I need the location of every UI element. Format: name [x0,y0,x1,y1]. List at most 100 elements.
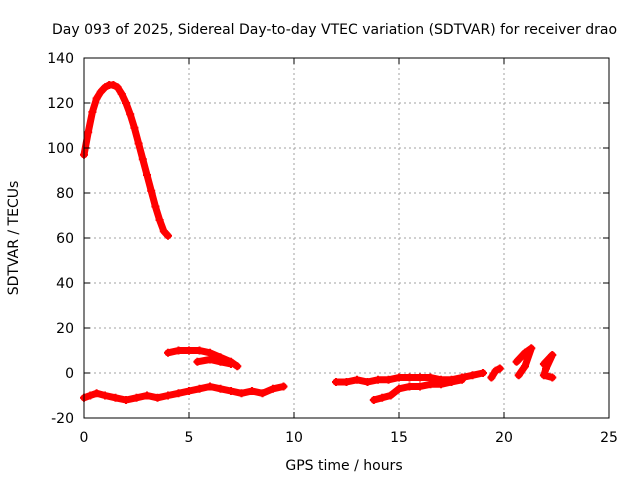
y-axis-label: SDTVAR / TECUs [6,181,22,296]
data-point [143,391,151,400]
data-point [468,371,477,380]
series-layer [80,81,557,404]
data-point [174,389,183,398]
data-point [527,344,536,353]
data-point [101,391,109,400]
data-point [164,231,172,240]
data-point [512,357,521,366]
y-tick-label: 20 [56,321,74,337]
y-tick-label: 80 [56,186,74,202]
data-point [195,346,204,355]
chart-title: Day 093 of 2025, Sidereal Day-to-day VTE… [52,22,617,38]
data-point [514,371,523,380]
data-point [521,362,529,371]
data-point [143,171,151,179]
data-point [185,346,193,355]
data-point [495,364,504,373]
y-tick-label: 100 [47,141,74,157]
data-point [92,94,101,103]
y-tick-label: 140 [47,51,74,67]
data-point [92,389,101,398]
data-point [405,373,414,382]
series-arc-4 [193,356,235,368]
data-point [84,128,93,137]
data-point [521,348,529,357]
data-point [258,389,267,398]
data-point [174,346,183,355]
data-point [86,391,95,400]
data-point [479,369,487,377]
data-point [279,382,288,391]
data-point [332,378,340,386]
data-point [126,110,135,119]
data-point [193,357,202,366]
data-point [195,384,204,393]
data-point [353,375,361,384]
data-point [426,373,435,382]
data-point [206,355,214,364]
data-point [101,83,109,92]
data-point [487,373,496,382]
data-point [374,375,382,384]
data-point [447,378,456,386]
data-point [206,382,214,391]
data-point [227,360,235,368]
series-arc-1 [80,81,172,240]
x-tick-label: 10 [285,430,303,446]
data-point [216,384,225,393]
x-tick-label: 15 [390,430,408,446]
data-point [384,375,393,384]
data-point [151,202,160,211]
y-tick-label: 40 [56,276,74,292]
y-tick-label: 120 [47,96,74,112]
data-point [539,371,548,380]
x-tick-label: 5 [185,430,194,446]
data-point [386,391,395,400]
data-point [491,366,500,375]
grid [84,58,609,418]
x-tick-label: 25 [600,430,618,446]
axis-ticks: -20 0 20 40 60 80 100 120 140 0 5 10 15 20 25 [47,51,618,446]
data-point [134,139,143,148]
data-point [109,81,118,89]
data-point [233,362,242,371]
data-point [88,108,97,116]
data-point [248,387,256,395]
x-axis-label: GPS time / hours [285,458,402,474]
data-point [227,387,235,395]
data-point [539,360,548,368]
data-point [458,375,466,384]
data-point [111,393,120,402]
data-point [113,83,122,92]
data-point [132,393,141,402]
data-point [378,393,387,402]
data-point [542,364,550,373]
data-point [237,389,246,398]
data-point [426,380,435,389]
data-point [395,384,403,393]
data-point [342,378,351,386]
y-tick-label: 0 [65,366,74,382]
data-point [405,382,414,391]
data-point [138,155,147,164]
data-point [269,384,277,393]
data-point [548,351,557,359]
data-point [216,357,225,366]
data-point [416,373,424,382]
data-point [122,396,130,404]
data-point [437,380,445,389]
data-point [117,90,126,98]
x-tick-label: 20 [495,430,513,446]
data-point [363,378,372,386]
data-point [130,123,139,132]
data-point [122,99,130,107]
data-point [147,186,156,195]
y-tick-label: 60 [56,231,74,247]
data-point [416,382,424,391]
x-tick-label: 0 [80,430,89,446]
y-tick-label: -20 [51,411,74,427]
data-point [206,348,214,357]
series-arc-6 [370,376,466,404]
data-point [96,87,105,96]
